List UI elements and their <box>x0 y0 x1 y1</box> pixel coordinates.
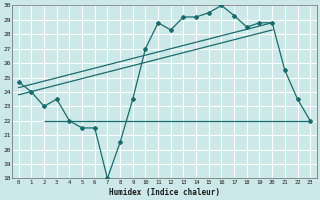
X-axis label: Humidex (Indice chaleur): Humidex (Indice chaleur) <box>109 188 220 197</box>
